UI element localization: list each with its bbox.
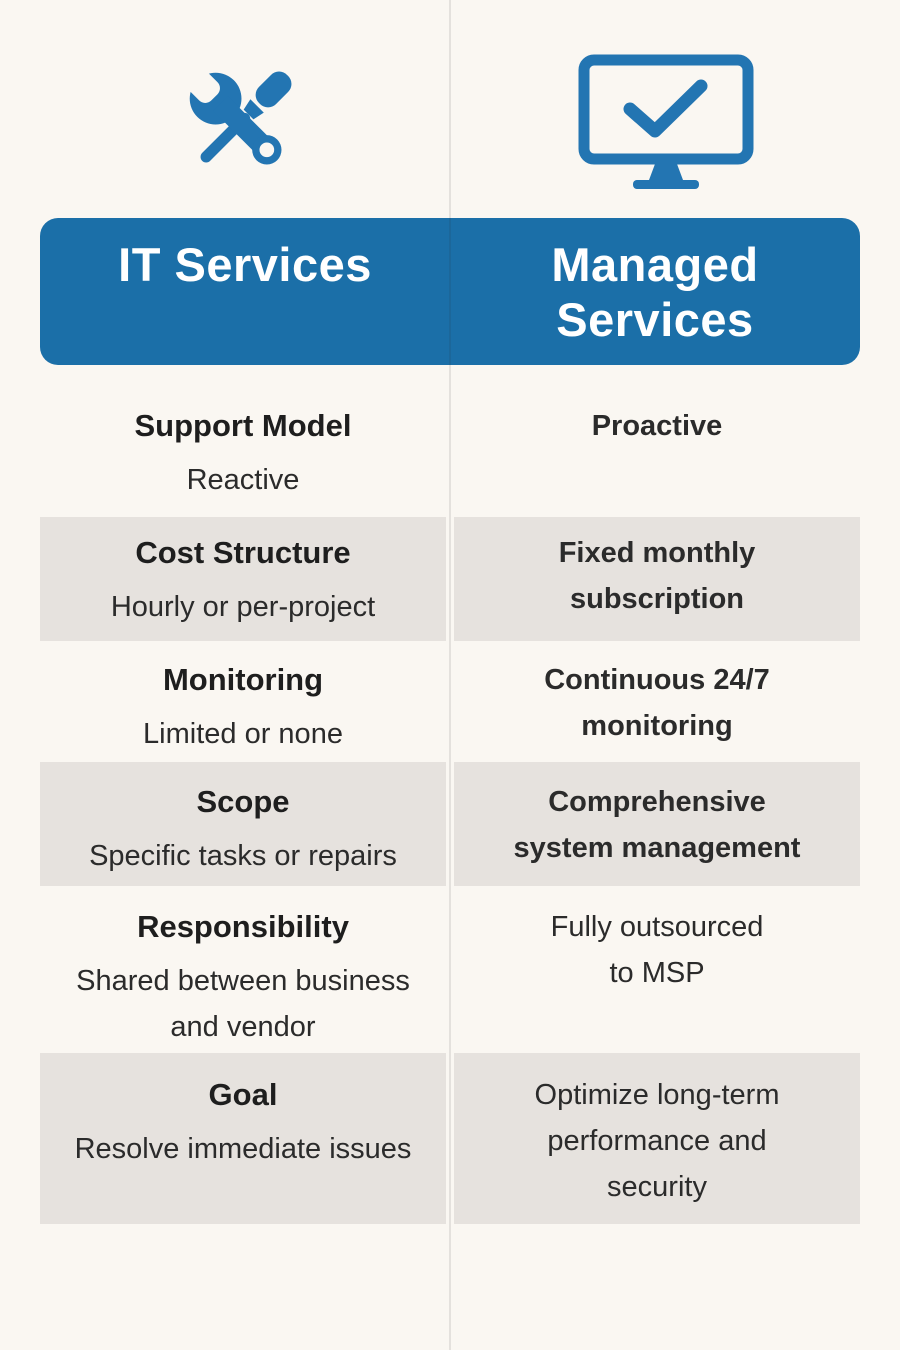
row-right-cell: Optimize long-term performance and secur…	[454, 1053, 860, 1224]
row-left-cell: Cost Structure Hourly or per-project	[40, 517, 446, 641]
comparison-rows: Support Model Reactive Proactive Cost St…	[40, 365, 860, 1224]
row-right-value: Proactive	[591, 410, 723, 442]
header-managed-services: Managed Services	[551, 238, 759, 346]
row-left-value: Limited or none	[143, 718, 343, 750]
row-cost-structure: Cost Structure Hourly or per-project Fix…	[40, 517, 860, 641]
row-right-value: Optimize long-term performance and secur…	[534, 1079, 780, 1203]
row-left-value: Shared between business and vendor	[76, 965, 410, 1043]
icons-row	[0, 52, 900, 194]
monitor-checkmark-icon	[578, 54, 754, 189]
row-responsibility: Responsibility Shared between business a…	[40, 886, 860, 1053]
row-label: Goal	[208, 1077, 278, 1112]
row-left-value: Hourly or per-project	[110, 591, 376, 623]
row-right-cell: Continuous 24/7 monitoring	[454, 641, 860, 762]
row-goal: Goal Resolve immediate issues Optimize l…	[40, 1053, 860, 1224]
row-label: Support Model	[134, 408, 352, 443]
row-right-cell: Fully outsourced to MSP	[454, 886, 860, 1053]
row-scope: Scope Specific tasks or repairs Comprehe…	[40, 762, 860, 886]
row-right-value: Fully outsourced to MSP	[550, 911, 764, 989]
row-left-cell: Goal Resolve immediate issues	[40, 1053, 446, 1224]
row-monitoring: Monitoring Limited or none Continuous 24…	[40, 641, 860, 762]
comparison-header: IT Services Managed Services	[40, 218, 860, 365]
row-right-cell: Proactive	[454, 365, 860, 517]
row-label: Monitoring	[162, 662, 324, 697]
row-right-value: Continuous 24/7 monitoring	[544, 664, 770, 742]
row-left-cell: Scope Specific tasks or repairs	[40, 762, 446, 886]
row-left-value: Reactive	[186, 464, 300, 496]
row-left-cell: Support Model Reactive	[40, 365, 446, 517]
row-label: Responsibility	[137, 909, 349, 944]
row-right-cell: Fixed monthly subscription	[454, 517, 860, 641]
row-right-value: Comprehensive system management	[513, 786, 801, 864]
row-left-value: Resolve immediate issues	[74, 1133, 412, 1165]
row-label: Cost Structure	[135, 535, 351, 570]
it-services-icon-cell	[0, 52, 450, 194]
row-label: Scope	[196, 784, 290, 819]
row-right-value: Fixed monthly subscription	[558, 537, 756, 615]
column-divider	[449, 0, 451, 1350]
managed-services-icon-cell	[450, 52, 900, 194]
row-left-cell: Monitoring Limited or none	[40, 641, 446, 762]
header-it-services: IT Services	[118, 238, 372, 291]
row-left-value: Specific tasks or repairs	[89, 840, 397, 872]
row-support-model: Support Model Reactive Proactive	[40, 365, 860, 517]
wrench-screwdriver-icon	[189, 71, 292, 165]
row-right-cell: Comprehensive system management	[454, 762, 860, 886]
row-left-cell: Responsibility Shared between business a…	[40, 886, 446, 1053]
